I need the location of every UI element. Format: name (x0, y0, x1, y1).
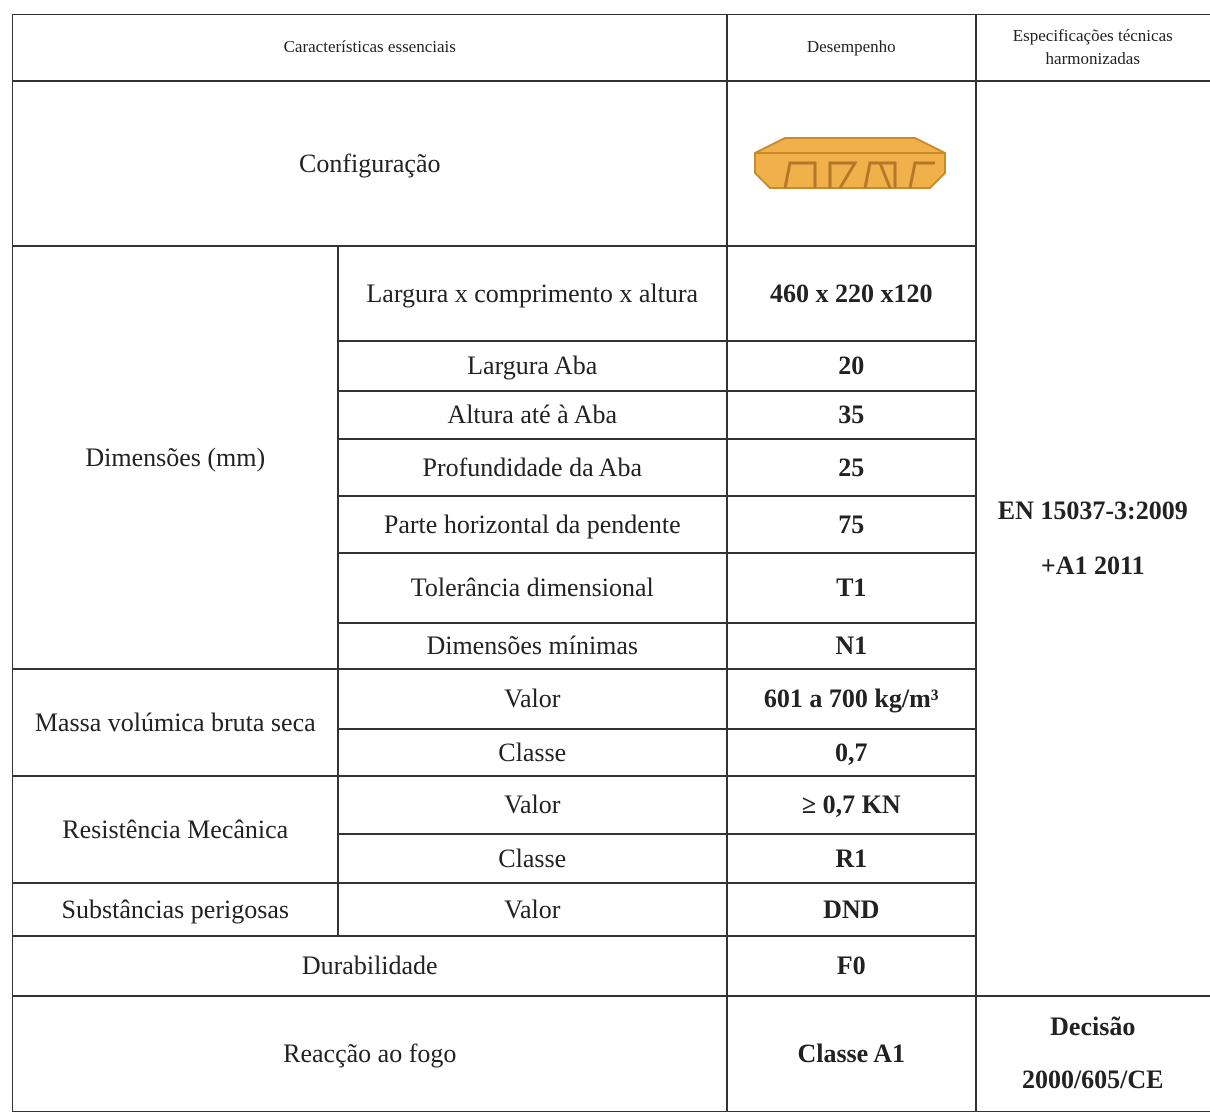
header-cell-text: Desempenho (806, 37, 896, 57)
item-cell: Profundidade da Aba (337, 438, 728, 497)
header-cell-text: Características essenciais (283, 37, 456, 57)
item-cell-text: Dimensões mínimas (426, 631, 639, 661)
value-cell-text: 25 (838, 452, 865, 482)
value-cell-text: ≥ 0,7 KN (801, 790, 901, 820)
item-cell: Largura Aba (337, 340, 728, 392)
value-cell-text: N1 (835, 631, 868, 661)
value-cell-text: 460 x 220 x120 (770, 278, 933, 308)
section-cell: Resistência Mecânica (12, 775, 339, 884)
value-cell-text: DND (823, 894, 880, 924)
value-cell-text: F0 (836, 951, 866, 981)
spec-cell: EN 15037-3:2009 +A1 2011 (975, 80, 1210, 997)
block-illustration (754, 137, 946, 189)
spec-cell-text: EN 15037-3:2009 (997, 496, 1188, 526)
image-cell (726, 80, 977, 247)
item-cell: Tolerância dimensional (337, 552, 728, 624)
item-cell-text: Tolerância dimensional (410, 573, 654, 603)
value-cell: 35 (726, 390, 977, 440)
label-cell-text: Durabilidade (301, 951, 438, 981)
spec-cell-text: 2000/605/CE (1021, 1065, 1164, 1095)
header-cell: Características essenciais (12, 14, 728, 82)
section-cell: Substâncias perigosas (12, 882, 339, 937)
item-cell-text: Altura até à Aba (447, 400, 618, 430)
value-cell: R1 (726, 833, 977, 884)
header-cell-text: Especificações técnicas harmonizadas (1012, 25, 1173, 68)
value-cell: 75 (726, 495, 977, 554)
item-cell-text: Largura x comprimento x altura (366, 278, 699, 308)
item-cell: Altura até à Aba (337, 390, 728, 440)
header-cell: Desempenho (726, 14, 977, 82)
value-cell: 25 (726, 438, 977, 497)
item-cell-text: Profundidade da Aba (422, 452, 642, 482)
item-cell-text: Classe (498, 737, 567, 767)
section-cell-text: Substâncias perigosas (61, 894, 289, 924)
item-cell: Classe (337, 833, 728, 884)
section-cell: Dimensões (mm) (12, 245, 339, 670)
item-cell-text: Classe (498, 843, 567, 873)
value-cell: 460 x 220 x120 (726, 245, 977, 342)
value-cell: DND (726, 882, 977, 937)
section-cell-text: Resistência Mecânica (62, 814, 289, 844)
label-cell: Durabilidade (12, 935, 728, 997)
section-cell: Massa volúmica bruta seca (12, 668, 339, 777)
value-cell: T1 (726, 552, 977, 624)
item-cell-text: Largura Aba (467, 351, 598, 381)
spec-cell-text: Decisão (1050, 1012, 1136, 1042)
item-cell: Valor (337, 882, 728, 937)
label-cell: Configuração (12, 80, 728, 247)
label-cell-text: Configuração (298, 148, 441, 178)
label-cell: Reacção ao fogo (12, 995, 728, 1112)
section-cell-text: Massa volúmica bruta seca (34, 707, 316, 737)
value-cell: Classe A1 (726, 995, 977, 1112)
item-cell: Parte horizontal da pendente (337, 495, 728, 554)
value-cell-text: 601 a 700 kg/m³ (763, 684, 939, 714)
value-cell: F0 (726, 935, 977, 997)
value-cell: ≥ 0,7 KN (726, 775, 977, 835)
value-cell-text: 75 (838, 509, 865, 539)
item-cell: Dimensões mínimas (337, 622, 728, 670)
item-cell-text: Valor (504, 790, 561, 820)
value-cell-text: 0,7 (835, 737, 868, 767)
item-cell-text: Valor (504, 684, 561, 714)
value-cell-text: R1 (835, 843, 868, 873)
section-cell-text: Dimensões (mm) (85, 442, 266, 472)
item-cell-text: Parte horizontal da pendente (383, 509, 681, 539)
item-cell: Valor (337, 668, 728, 730)
value-cell: 601 a 700 kg/m³ (726, 668, 977, 730)
spec-cell: Decisão 2000/605/CE (975, 995, 1210, 1112)
value-cell: N1 (726, 622, 977, 670)
value-cell-text: Classe A1 (797, 1038, 906, 1068)
item-cell: Largura x comprimento x altura (337, 245, 728, 342)
value-cell-text: T1 (836, 573, 867, 603)
item-cell: Valor (337, 775, 728, 835)
header-cell: Especificações técnicas harmonizadas (975, 14, 1210, 82)
item-cell: Classe (337, 728, 728, 777)
value-cell-text: 35 (838, 400, 865, 430)
spec-cell-text: +A1 2011 (1040, 551, 1145, 581)
item-cell-text: Valor (504, 894, 561, 924)
label-cell-text: Reacção ao fogo (283, 1038, 457, 1068)
value-cell: 0,7 (726, 728, 977, 777)
value-cell-text: 20 (838, 351, 865, 381)
value-cell: 20 (726, 340, 977, 392)
